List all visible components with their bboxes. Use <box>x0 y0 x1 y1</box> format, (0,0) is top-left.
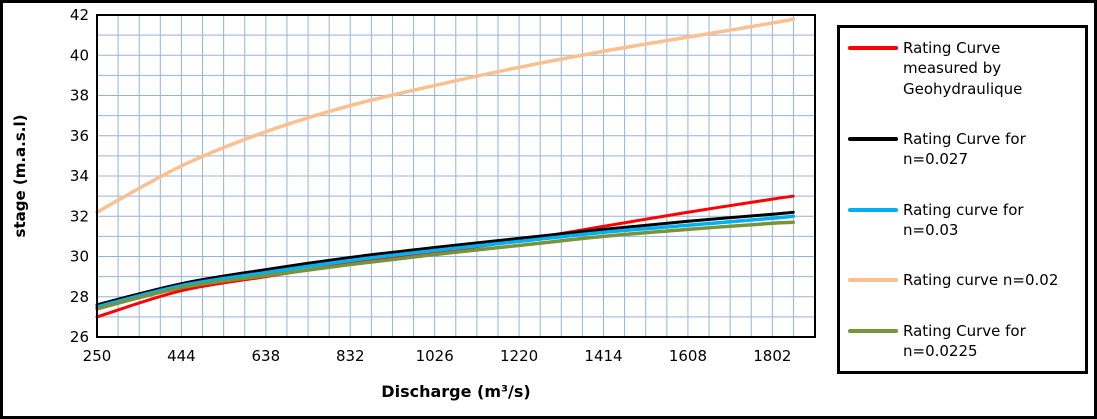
x-tick-label: 1026 <box>416 347 454 365</box>
x-axis-title: Discharge (m³/s) <box>381 382 530 401</box>
series-line-rating-curve-for-n-0-0225 <box>95 220 795 311</box>
x-tick-label: 638 <box>252 347 281 365</box>
legend-item: Rating curve for n=0.03 <box>848 200 1079 241</box>
y-tick-label: 32 <box>70 207 89 225</box>
legend-item: Rating Curve for n=0.0225 <box>848 321 1079 362</box>
legend: Rating Curve measured by Geohydraulique R… <box>837 25 1088 374</box>
y-tick-label: 26 <box>70 328 89 346</box>
x-tick-label: 1220 <box>500 347 538 365</box>
y-tick-label: 42 <box>70 7 89 24</box>
x-tick-label: 1414 <box>584 347 622 365</box>
y-tick-label: 36 <box>70 127 89 145</box>
legend-label: Rating Curve for n=0.027 <box>903 129 1026 169</box>
y-tick-label: 38 <box>70 87 89 105</box>
y-tick-label: 34 <box>70 167 89 185</box>
plot-region: 250 444 638 832 1026 1220 1414 1608 1802 26 28 30 32… <box>3 3 825 416</box>
legend-label: Rating curve n=0.02 <box>903 271 1059 290</box>
y-tick-label: 30 <box>70 248 89 266</box>
series-line-rating-curve-n-0-02 <box>95 17 795 214</box>
legend-line-swatch <box>848 278 898 283</box>
chart-svg: 250 444 638 832 1026 1220 1414 1608 1802 26 28 30 32… <box>11 7 816 401</box>
legend-line-swatch <box>848 328 898 333</box>
y-axis-title: stage (m.a.s.l) <box>11 115 29 238</box>
series-line-rating-curve-for-n-0-027 <box>95 210 795 307</box>
y-tick-label: 40 <box>70 46 89 64</box>
legend-item: Rating curve n=0.02 <box>848 270 1079 290</box>
x-tick-label: 832 <box>336 347 365 365</box>
legend-label: Rating curve for n=0.03 <box>903 200 1024 239</box>
legend-line-swatch <box>848 136 898 141</box>
plot-border <box>96 14 816 338</box>
x-tick-label: 250 <box>83 347 112 365</box>
legend-label: Rating Curve for n=0.0225 <box>903 321 1026 360</box>
y-tick-label: 28 <box>70 288 89 306</box>
x-tick-label: 444 <box>167 347 196 365</box>
x-tick-label: 1802 <box>753 347 791 365</box>
legend-line-swatch <box>848 46 898 50</box>
x-tick-label: 1608 <box>669 347 707 365</box>
legend-label: Rating Curve measured by Geohydraulique <box>903 39 1023 98</box>
series-line-rating-curve-for-n-0-03 <box>95 214 795 309</box>
legend-item: Rating Curve for n=0.027 <box>848 129 1079 170</box>
legend-line-swatch <box>848 207 898 212</box>
legend-item: Rating Curve measured by Geohydraulique <box>848 38 1079 99</box>
